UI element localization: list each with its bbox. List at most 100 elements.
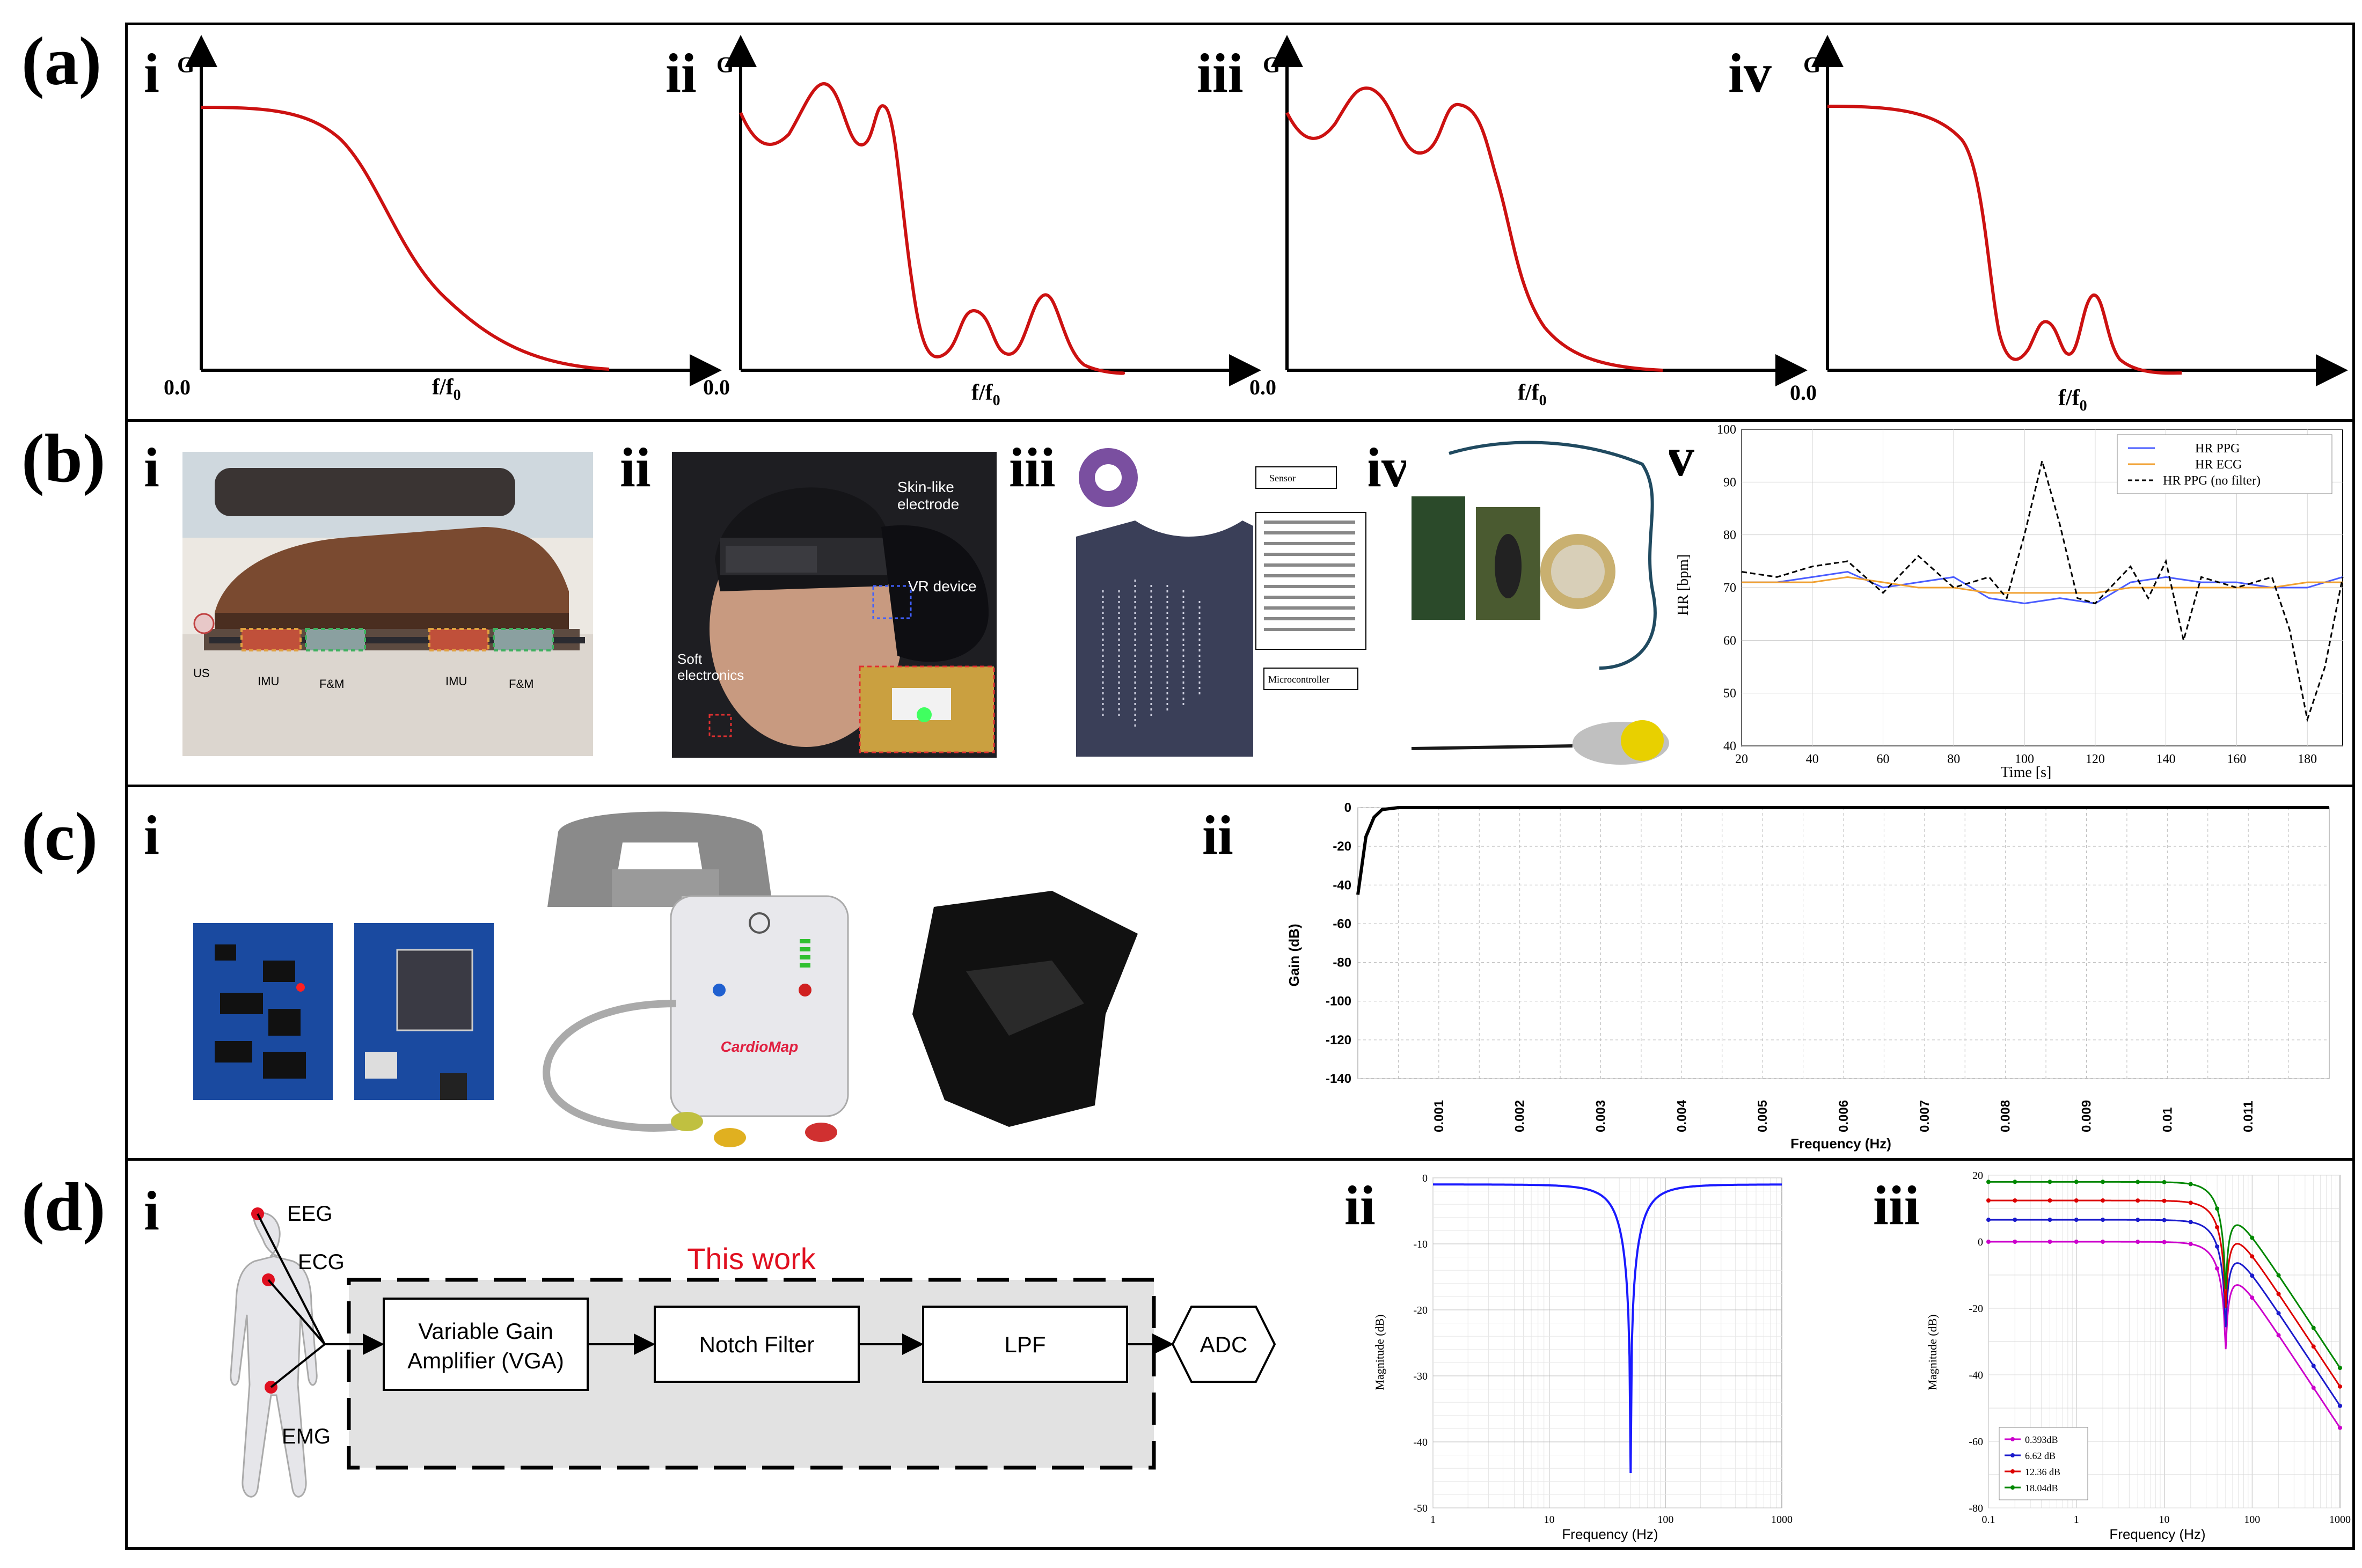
point (2162, 1218, 2167, 1222)
label-fm-2: F&M (509, 677, 533, 691)
tick-y: -140 (1326, 1072, 1351, 1086)
tick-x: 0.011 (2241, 1101, 2256, 1132)
axis-label-frequency-diii: Frequency (Hz) (2109, 1526, 2205, 1542)
chart-d-iii-vga: 20 0 -20 -40 -60 -800.1 1 10 100 1000 Magnitude (… (1927, 1170, 2351, 1542)
tick-y: -120 (1326, 1033, 1351, 1047)
photo-b-i-insole-sensors: US IMU F&M IMU F&M (182, 452, 593, 756)
tick-y: 60 (1723, 634, 1736, 648)
tick-x: 0.1 (1982, 1514, 1995, 1526)
point (2338, 1384, 2342, 1389)
photo-b-ii-vr-headset: Skin-like electrode VR device Soft electro… (672, 452, 997, 758)
tick-x: 0.008 (1999, 1100, 2013, 1132)
label-vr-device: VR device (908, 578, 977, 595)
legend-b-v: HR PPG HR ECG HR PPG (no filter) (2117, 434, 2332, 494)
tick-x: 180 (2298, 752, 2317, 766)
plot-a-iii: G 0.0 f/f0 (1249, 35, 1808, 409)
panel-label-b: (b) (21, 420, 106, 496)
tick-x: 0.009 (2080, 1100, 2094, 1132)
human-figure (230, 1212, 318, 1498)
tick-y: 0 (1422, 1173, 1428, 1184)
sublabel-a-iv: iv (1728, 42, 1772, 104)
legend-hr-ppg-nofilter: HR PPG (no filter) (2163, 474, 2261, 488)
photo-c-i-cardiomap-device: CardioMap (193, 811, 1138, 1147)
photo-b-iii-smart-shirt: Sensor Microcontroller (1071, 440, 1369, 759)
point (1986, 1179, 1991, 1184)
curve-a-iii (1285, 86, 1663, 372)
tick-y: -60 (1333, 917, 1351, 931)
axis-label-time: Time [s] (2001, 764, 2052, 781)
label-soft-electronics: Soft electronics (677, 651, 744, 683)
point (2250, 1254, 2255, 1259)
point (2013, 1179, 2017, 1184)
point (2162, 1180, 2167, 1185)
label-imu-2: IMU (445, 675, 467, 688)
axis-label-magnitude-dii: Magnitude (dB) (1374, 1314, 1386, 1390)
curve-a-iv (1827, 105, 2182, 375)
sublabel-a-i: i (144, 42, 159, 104)
point (2215, 1225, 2220, 1229)
label-fm-1: F&M (319, 677, 344, 691)
axis-label-hr: HR [bpm] (1675, 554, 1692, 616)
plot-a-i: G 0.0 f/f0 (164, 35, 722, 404)
legend-entry: 12.36 dB (2025, 1467, 2060, 1477)
axis-label-gain: Gain (dB) (1286, 924, 1302, 987)
point (2162, 1240, 2167, 1244)
legend-entry: 0.393dB (2025, 1434, 2058, 1445)
sublabel-b-i: i (144, 437, 159, 499)
tick-x: 0.007 (1918, 1100, 1932, 1132)
point (2276, 1292, 2281, 1296)
tick-y: -40 (1333, 878, 1351, 892)
axis-label-magnitude-diii: Magnitude (dB) (1927, 1314, 1939, 1390)
point (2162, 1198, 2167, 1203)
tick-y: -20 (1413, 1305, 1428, 1316)
series-gain (1356, 806, 2329, 895)
tick-x: 140 (2156, 752, 2176, 766)
point (2250, 1273, 2255, 1278)
label-microcontroller: Microcontroller (1268, 674, 1329, 685)
tick-y: 40 (1723, 739, 1736, 753)
svg-text:f/f0: f/f0 (1518, 380, 1547, 409)
point (2188, 1242, 2193, 1247)
tick-y: -40 (1413, 1437, 1428, 1448)
block-lpf-label: LPF (1004, 1332, 1045, 1357)
point (2311, 1344, 2316, 1349)
sublabel-c-ii: ii (1202, 804, 1233, 866)
axis-label-frequency-dii: Frequency (Hz) (1562, 1526, 1658, 1542)
this-work-label: This work (687, 1242, 816, 1276)
point (2047, 1198, 2052, 1203)
x-label-a-i: f/f (432, 375, 454, 400)
point (2215, 1244, 2220, 1249)
x-label-a-iii: f/f (1518, 380, 1540, 405)
tick-x: 60 (1877, 752, 1890, 766)
tick-x: 80 (1947, 752, 1960, 766)
sublabel-a-ii: ii (666, 42, 697, 104)
point (2250, 1235, 2255, 1240)
series-hr-ppg (1742, 570, 2343, 605)
legend-entry: 6.62 dB (2025, 1450, 2056, 1461)
block-adc-label: ADC (1200, 1332, 1248, 1357)
point (2013, 1198, 2017, 1203)
sublabel-b-v: v (1666, 426, 1694, 488)
tick-y: 80 (1723, 529, 1736, 543)
sublabel-b-iii: iii (1009, 437, 1056, 499)
tick-x: 0.002 (1513, 1100, 1527, 1132)
svg-text:f/f0: f/f0 (2058, 386, 2087, 414)
point (2074, 1240, 2079, 1244)
tick-x: 0.001 (1432, 1100, 1446, 1132)
series-notch (1433, 1183, 1782, 1474)
label-eeg: EEG (287, 1202, 332, 1226)
point (2074, 1198, 2079, 1203)
point (2311, 1325, 2316, 1330)
tick-x: 40 (1806, 752, 1819, 766)
tick-x: 1000 (1771, 1514, 1793, 1526)
curve-a-ii (739, 82, 1125, 375)
tick-y: 20 (1972, 1170, 1983, 1182)
point (2136, 1198, 2140, 1203)
sublabel-c-i: i (144, 804, 159, 866)
point (2311, 1386, 2316, 1390)
sublabel-d-i: i (144, 1180, 159, 1242)
tick-x: 0.003 (1594, 1100, 1608, 1132)
curve-a-i (201, 106, 610, 371)
tick-x: 0.01 (2160, 1107, 2175, 1132)
